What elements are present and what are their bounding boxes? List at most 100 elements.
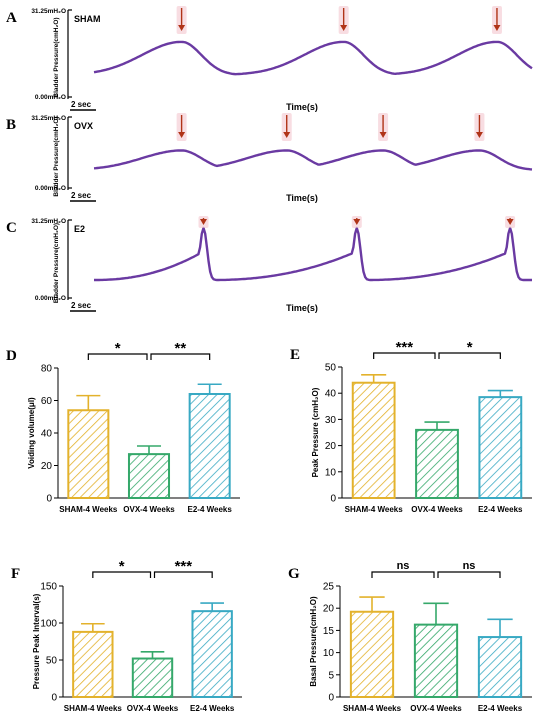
significance-bracket (150, 353, 211, 360)
pressure-trace-line (93, 40, 533, 76)
peak-arrow-head (475, 132, 483, 138)
panel-letter: A (6, 10, 17, 26)
significance-label: ns (463, 560, 476, 572)
group-label: OVX (74, 121, 93, 131)
x-tick-label: OVX-4 Weeks (127, 704, 179, 713)
bar (67, 409, 110, 499)
peak-arrow-head (283, 132, 291, 138)
significance-label: ** (174, 340, 186, 357)
y-bottom-label: 0.00mH₂O (35, 94, 66, 101)
bar (351, 381, 396, 499)
y-axis-label: Bladder Pressure(cmH₂O) (53, 116, 60, 196)
y-tick-label: 0 (46, 494, 52, 505)
x-axis-label: Time(s) (286, 303, 318, 313)
y-tick-label: 20 (323, 604, 335, 615)
x-axis-label: Time(s) (286, 193, 318, 203)
y-tick-label: 20 (41, 461, 53, 472)
panel-letter: D (6, 348, 17, 364)
y-tick-label: 40 (41, 429, 53, 440)
y-tick-label: 30 (325, 415, 337, 426)
significance-bracket (153, 571, 213, 578)
significance-bracket (373, 352, 436, 359)
y-axis-label: Pressure Peak Interval(s) (32, 593, 41, 689)
x-tick-label: OVX-4 Weeks (410, 704, 462, 713)
y-axis-label: Basal Pressure(cmH₂O) (309, 596, 318, 687)
panel-letter: C (6, 220, 17, 236)
peak-arrow-head (178, 132, 186, 138)
bar (131, 657, 174, 699)
panel-letter: B (6, 117, 16, 133)
y-tick-label: 5 (328, 670, 334, 681)
y-axis-label: Peak Pressure (cmH₂O) (311, 387, 320, 477)
significance-bracket (92, 571, 152, 578)
bar (127, 453, 171, 499)
significance-bracket (87, 353, 148, 360)
significance-label: *** (396, 339, 414, 356)
y-tick-label: 15 (323, 626, 335, 637)
y-tick-label: 100 (40, 619, 57, 630)
bar-charts: D 0 20 40 60 80 Voiding volume(μl) SHAM-4 Weeks… (6, 339, 532, 713)
y-tick-label: 60 (41, 396, 53, 407)
significance-label: ns (397, 560, 410, 572)
pressure-trace-line (93, 149, 533, 171)
y-bottom-label: 0.00mH₂O (35, 185, 66, 192)
bar (188, 393, 231, 499)
y-bottom-label: 0.00mH₂O (35, 295, 66, 302)
y-tick-label: 50 (325, 363, 337, 374)
significance-label: * (115, 340, 121, 357)
pressure-trace-line (94, 226, 532, 282)
bar (477, 636, 523, 698)
scale-bar-label: 2 sec (71, 100, 92, 109)
peak-arrow-head (379, 132, 387, 138)
x-axis-label: Time(s) (286, 102, 318, 112)
y-tick-label: 10 (325, 467, 337, 478)
y-tick-label: 10 (323, 648, 335, 659)
peak-arrow-head (493, 25, 501, 31)
y-tick-label: 0 (330, 494, 336, 505)
x-tick-label: E2-4 Weeks (478, 505, 523, 514)
significance-bracket (437, 571, 501, 578)
bar (72, 630, 114, 699)
y-tick-label: 150 (40, 582, 57, 593)
y-tick-label: 40 (325, 389, 337, 400)
bar (415, 428, 459, 500)
panel-letter: G (288, 566, 300, 582)
significance-bracket (371, 571, 435, 578)
y-top-label: 31.25mH₂O (31, 115, 66, 122)
y-tick-label: 50 (46, 656, 58, 667)
bar (349, 610, 395, 699)
panel-letter: F (11, 566, 20, 582)
y-axis-label: Bladder Pressure(cmH₂O) (53, 223, 60, 303)
significance-label: * (467, 339, 473, 356)
peak-arrow-head (200, 219, 207, 225)
x-tick-label: SHAM-4 Weeks (59, 505, 118, 514)
x-tick-label: OVX-4 Weeks (411, 505, 463, 514)
x-tick-label: SHAM-4 Weeks (343, 704, 402, 713)
panel-letter: E (290, 347, 300, 363)
scale-bar-label: 2 sec (71, 301, 92, 310)
y-tick-label: 80 (41, 364, 53, 375)
bar (478, 396, 523, 500)
bar-chart-e: E 0 10 20 30 40 50 Peak Pressure (cmH₂O) SHAM-4 … (290, 339, 532, 514)
scale-bar-label: 2 sec (71, 191, 92, 200)
y-tick-label: 25 (323, 582, 335, 593)
peak-arrow-head (506, 219, 514, 225)
x-tick-label: E2-4 Weeks (190, 704, 235, 713)
group-label: SHAM (74, 14, 101, 24)
x-tick-label: OVX-4 Weeks (123, 505, 175, 514)
x-tick-label: E2-4 Weeks (188, 505, 233, 514)
y-axis-label: Bladder Pressure(cmH₂O) (53, 17, 60, 97)
significance-label: *** (175, 558, 193, 575)
bar-chart-d: D 0 20 40 60 80 Voiding volume(μl) SHAM-4 Weeks… (6, 340, 240, 514)
x-tick-label: SHAM-4 Weeks (345, 505, 404, 514)
y-top-label: 31.25mH₂O (31, 218, 66, 225)
y-tick-label: 20 (325, 441, 337, 452)
y-tick-label: 0 (51, 693, 57, 704)
bar (191, 610, 233, 698)
group-label: E2 (74, 224, 85, 234)
